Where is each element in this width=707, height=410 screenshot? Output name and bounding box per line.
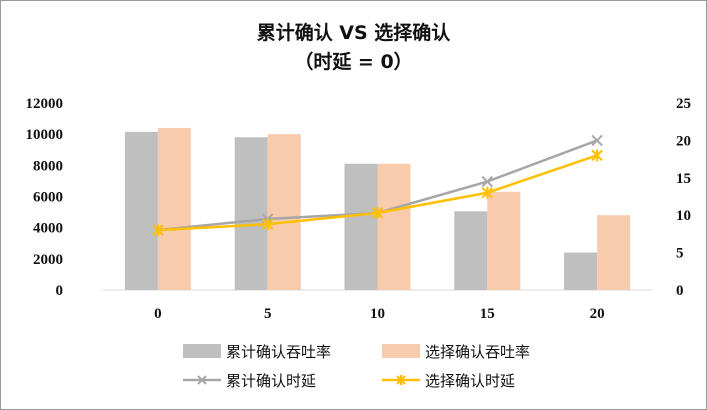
y-right-tick-label: 5: [676, 246, 684, 262]
bar-selective-ack: [157, 127, 191, 290]
legend-swatch-cumulative-ack: [183, 344, 221, 358]
x-tick-label: 15: [480, 306, 495, 322]
x-tick-label: 0: [154, 306, 162, 322]
y-right-tick-label: 15: [676, 171, 691, 187]
bar-selective-ack: [487, 191, 521, 290]
bar-cumulative-ack: [234, 137, 268, 290]
legend-label: 累计确认时延: [226, 372, 316, 390]
bar-cumulative-ack: [564, 252, 598, 290]
y-right-tick-label: 25: [676, 96, 691, 112]
x-tick-label: 5: [264, 306, 272, 322]
y-right-tick-label: 10: [676, 208, 691, 224]
line-point-selective-delay: [152, 224, 164, 237]
x-tick-label: 20: [590, 306, 605, 322]
chart-title: 累计确认 VS 选择确认: [256, 22, 451, 44]
y-right-tick-label: 0: [676, 283, 684, 299]
legend-label: 累计确认吞吐率: [226, 343, 331, 361]
y-right-tick-label: 20: [676, 133, 691, 149]
y-left-tick-label: 8000: [33, 158, 63, 174]
bar-cumulative-ack: [454, 211, 488, 290]
line-point-cumulative-delay: [481, 175, 494, 188]
chart-subtitle: （时延 = 0）: [294, 51, 413, 73]
line-point-selective-delay: [481, 186, 494, 199]
bar-selective-ack: [377, 163, 411, 290]
y-left-tick-label: 4000: [33, 221, 63, 237]
legend-label: 选择确认吞吐率: [425, 343, 530, 361]
bar-selective-ack: [267, 134, 301, 290]
line-point-cumulative-delay: [591, 134, 603, 147]
legend-label: 选择确认时延: [425, 372, 515, 390]
bar-cumulative-ack: [344, 163, 378, 290]
y-left-tick-label: 12000: [26, 96, 64, 112]
y-left-tick-label: 2000: [33, 252, 63, 268]
line-point-selective-delay: [591, 149, 603, 162]
line-point-selective-delay: [261, 218, 274, 231]
bar-cumulative-ack: [124, 131, 158, 290]
bar-selective-ack: [597, 215, 631, 290]
y-left-tick-label: 6000: [33, 190, 63, 206]
x-tick-label: 10: [370, 306, 385, 322]
y-left-tick-label: 0: [56, 283, 64, 299]
line-point-selective-delay: [371, 206, 384, 219]
legend-marker: [197, 375, 207, 385]
y-left-tick-label: 10000: [26, 127, 64, 143]
legend-swatch-selective-ack: [382, 344, 420, 358]
